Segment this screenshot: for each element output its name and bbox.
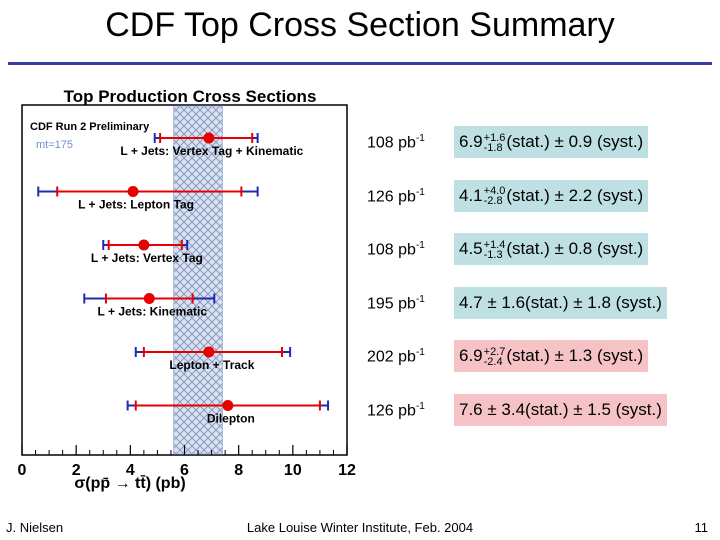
- measurement-label: L + Jets: Vertex Tag + Kinematic: [120, 144, 303, 158]
- measurement-6: Dilepton: [126, 400, 330, 426]
- x-tick-label: 6: [180, 462, 189, 479]
- x-tick-label: 0: [18, 462, 27, 479]
- theory-band: [173, 105, 223, 455]
- x-tick-label: 10: [284, 462, 302, 479]
- x-tick-label: 4: [126, 462, 135, 479]
- measurement-1: L + Jets: Vertex Tag + Kinematic: [120, 132, 304, 158]
- central-value-marker: [127, 186, 139, 197]
- measurement-label: Lepton + Track: [169, 358, 254, 372]
- x-axis-label: σ(pp̄ → tt̄) (pb): [74, 474, 185, 492]
- result-box: 4.1 +4.0 -2.8 (stat.) ± 2.2 (syst.): [454, 179, 649, 212]
- measurement-5: Lepton + Track: [134, 346, 292, 372]
- central-value-marker: [203, 346, 215, 358]
- measurement-label: Dilepton: [207, 412, 255, 426]
- luminosity-label: 126 pb-1: [367, 400, 425, 419]
- chart-title: Top Production Cross Sections: [64, 87, 317, 106]
- luminosity-label: 108 pb-1: [367, 133, 425, 152]
- result-box: 6.9 +1.6 -1.8 (stat.) ± 0.9 (syst.): [454, 126, 649, 158]
- footer-author: J. Nielsen: [6, 520, 64, 535]
- luminosity-label: 126 pb-1: [367, 186, 425, 205]
- measurement-label: L + Jets: Vertex Tag: [91, 251, 203, 265]
- measurement-2: L + Jets: Lepton Tag: [37, 186, 259, 212]
- central-value-marker: [203, 132, 215, 144]
- luminosity-label: 195 pb-1: [367, 293, 425, 312]
- x-tick-label: 2: [72, 462, 81, 479]
- cross-section-chart: Top Production Cross Sections CDF Run 2 …: [18, 87, 356, 492]
- result-box: 6.9 +2.7 -2.4 (stat.) ± 1.3 (syst.): [454, 340, 649, 372]
- result-box: 4.5 +1.4 -1.3 (stat.) ± 0.8 (syst.): [454, 233, 649, 265]
- slide-title: CDF Top Cross Section Summary: [105, 6, 615, 44]
- measurement-label: L + Jets: Lepton Tag: [78, 198, 194, 212]
- x-tick-label: 12: [338, 462, 356, 479]
- luminosity-label: 108 pb-1: [367, 240, 425, 259]
- central-value-marker: [222, 400, 234, 411]
- result-box: 4.7 ± 1.6(stat.) ± 1.8 (syst.): [454, 286, 667, 319]
- measurement-label: L + Jets: Kinematic: [98, 305, 208, 319]
- footer-conference: Lake Louise Winter Institute, Feb. 2004: [246, 520, 474, 535]
- title-rule: [8, 62, 712, 65]
- measurement-3: L + Jets: Vertex Tag: [91, 239, 203, 265]
- x-tick-label: 8: [234, 462, 243, 479]
- mass-label: mt=175: [36, 139, 73, 151]
- result-box: 7.6 ± 3.4(stat.) ± 1.5 (syst.): [454, 393, 667, 426]
- run-label: CDF Run 2 Preliminary: [30, 121, 150, 133]
- central-value-marker: [143, 293, 155, 304]
- page-number: 11: [694, 520, 709, 535]
- central-value-marker: [138, 239, 150, 251]
- measurement-4: L + Jets: Kinematic: [83, 293, 216, 319]
- luminosity-label: 202 pb-1: [367, 347, 425, 366]
